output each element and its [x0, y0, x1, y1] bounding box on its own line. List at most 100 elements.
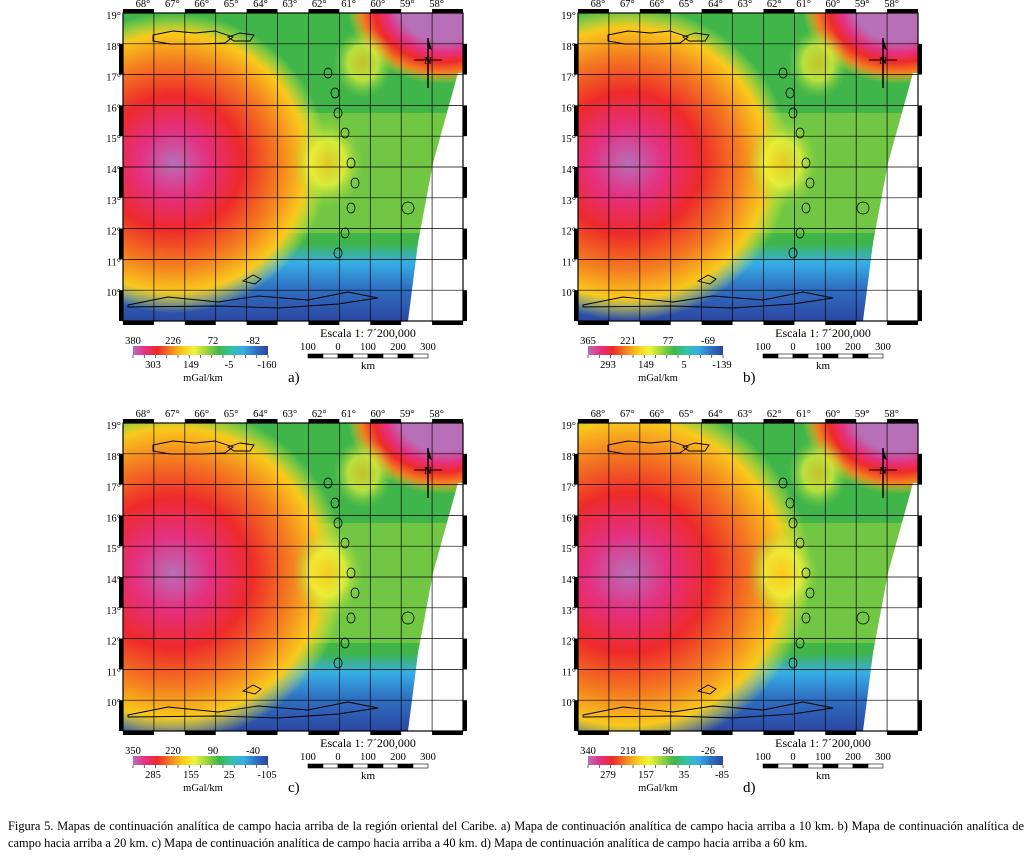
- scale-number: 100: [815, 752, 831, 763]
- longitude-label: 61°: [341, 409, 356, 420]
- colorbar-label: 157: [638, 770, 654, 781]
- latitude-label: 15°: [106, 544, 121, 555]
- longitude-label: 67°: [165, 0, 180, 10]
- longitude-label: 66°: [194, 409, 209, 420]
- colorbar-label: 365: [580, 336, 596, 347]
- colorbar-label: 149: [183, 360, 199, 371]
- scale-unit: km: [816, 770, 831, 782]
- longitude-label: 62°: [767, 409, 782, 420]
- scale-number: 0: [335, 752, 340, 763]
- scale-number: 300: [875, 342, 891, 353]
- scale-unit: km: [361, 360, 376, 372]
- longitude-label: 66°: [649, 409, 664, 420]
- longitude-label: 67°: [165, 409, 180, 420]
- latitude-label: 18°: [561, 42, 576, 53]
- latitude-label: 19°: [561, 421, 576, 432]
- latitude-label: 14°: [561, 575, 576, 586]
- latitude-label: 16°: [106, 513, 121, 524]
- colorbar-label: 279: [600, 770, 616, 781]
- colorbar-label: -40: [246, 746, 260, 757]
- longitude-label: 61°: [796, 409, 811, 420]
- latitude-label: 17°: [561, 73, 576, 84]
- longitude-label: 59°: [400, 0, 415, 10]
- latitude-label: 18°: [106, 452, 121, 463]
- longitude-label: 59°: [855, 409, 870, 420]
- scale-title: Escala 1: 7´200,000: [320, 326, 416, 340]
- map-panel-d: 68° 67° 66° 65° 64° 63° 62° 61° 60° 59° 58° 19° 18° 1…: [561, 409, 1028, 805]
- longitude-label: 64°: [708, 0, 723, 10]
- north-arrow-icon: N: [869, 38, 897, 88]
- longitude-label: 64°: [253, 409, 268, 420]
- north-arrow-icon: N: [414, 448, 442, 498]
- longitude-label: 66°: [194, 0, 209, 10]
- scale-title: Escala 1: 7´200,000: [775, 326, 871, 340]
- colorbar-label: 350: [125, 746, 141, 757]
- scale-number: 100: [360, 752, 376, 763]
- latitude-label: 12°: [561, 637, 576, 648]
- panel-letter-d: d): [743, 780, 756, 796]
- longitude-label: 64°: [253, 0, 268, 10]
- colorbar-label: 303: [145, 360, 161, 371]
- scale-number: 100: [815, 342, 831, 353]
- longitude-label: 63°: [282, 409, 297, 420]
- colorbar-label: -85: [715, 770, 729, 781]
- longitude-label: 58°: [884, 409, 899, 420]
- longitude-label: 62°: [767, 0, 782, 10]
- scale-number: 0: [790, 752, 795, 763]
- colorbar-label: -82: [246, 336, 260, 347]
- unit-label: mGal/km: [183, 783, 223, 794]
- scale-title: Escala 1: 7´200,000: [775, 736, 871, 750]
- longitude-label: 62°: [312, 409, 327, 420]
- latitude-label: 16°: [561, 513, 576, 524]
- colorbar-label: 380: [125, 336, 141, 347]
- scale-number: 100: [360, 342, 376, 353]
- colorbar-label: 221: [620, 336, 636, 347]
- longitude-label: 60°: [826, 409, 841, 420]
- unit-label: mGal/km: [638, 783, 678, 794]
- scale-number: 300: [875, 752, 891, 763]
- north-label: N: [424, 466, 432, 477]
- colorbar-label: 77: [663, 336, 674, 347]
- colorbar-label: 90: [208, 746, 219, 757]
- colorbar-label: 25: [224, 770, 235, 781]
- colorbar-c: [133, 756, 268, 765]
- longitude-label: 63°: [737, 0, 752, 10]
- latitude-label: 18°: [561, 452, 576, 463]
- latitude-label: 13°: [561, 196, 576, 207]
- gravity-field-a: [123, 13, 463, 321]
- colorbar-label: 218: [620, 746, 636, 757]
- latitude-label: 16°: [106, 103, 121, 114]
- latitude-label: 11°: [562, 257, 576, 268]
- scale-number: 0: [790, 342, 795, 353]
- longitude-label: 60°: [371, 0, 386, 10]
- panel-letter-c: c): [288, 780, 300, 796]
- map-grid-b: [578, 13, 918, 321]
- scale-number: 300: [420, 752, 436, 763]
- longitude-label: 67°: [620, 0, 635, 10]
- longitude-label: 61°: [796, 0, 811, 10]
- latitude-label: 10°: [106, 288, 121, 299]
- longitude-label: 65°: [224, 0, 239, 10]
- scale-number: 100: [755, 752, 771, 763]
- longitude-label: 65°: [679, 0, 694, 10]
- longitude-label: 68°: [136, 0, 151, 10]
- colorbar-label: -5: [225, 360, 234, 371]
- scale-number: 200: [390, 752, 406, 763]
- map-figure-b: 68° 67° 66° 65° 64° 63° 62° 61° 60° 59° 58° 19° 18° 1…: [561, 0, 922, 386]
- scale-title: Escala 1: 7´200,000: [320, 736, 416, 750]
- longitude-label: 63°: [737, 409, 752, 420]
- panel-letter-a: a): [288, 370, 300, 386]
- longitude-label: 58°: [429, 409, 444, 420]
- colorbar-label: 5: [681, 360, 686, 371]
- figure-caption: Figura 5. Mapas de continuación analític…: [8, 819, 1024, 850]
- latitude-label: 13°: [106, 196, 121, 207]
- colorbar-b: [588, 346, 723, 355]
- longitude-label: 65°: [224, 409, 239, 420]
- colorbar-label: -105: [257, 770, 276, 781]
- latitude-label: 14°: [561, 165, 576, 176]
- colorbar-label: 226: [165, 336, 181, 347]
- longitude-label: 68°: [591, 409, 606, 420]
- map-figure-c: 68° 67° 66° 65° 64° 63° 62° 61° 60° 59° 58° 19° 18° 1…: [106, 409, 467, 796]
- map-panel-a: 68° 67° 66° 65° 64° 63° 62° 61° 60° 59° 58° 19° 18° 1…: [106, 0, 608, 395]
- north-arrow-icon: N: [869, 448, 897, 498]
